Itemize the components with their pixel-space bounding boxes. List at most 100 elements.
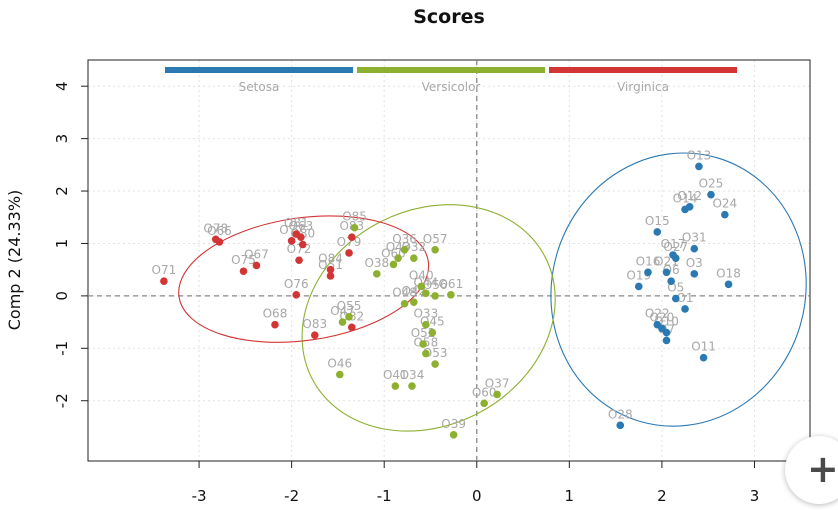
point-label: O39: [441, 417, 466, 431]
y-tick-label: 0: [53, 291, 71, 301]
data-point-setosa: [644, 268, 652, 277]
point-label: O20: [650, 310, 675, 324]
data-point-versicolor: [410, 254, 418, 262]
data-point-versicolor: [400, 299, 409, 308]
data-point-virginica: [239, 267, 248, 276]
point-label: O61: [438, 277, 463, 291]
data-point-versicolor: [493, 390, 501, 399]
x-tick-label: 0: [472, 487, 482, 505]
point-label: O41: [383, 368, 408, 382]
data-point-virginica: [348, 323, 356, 332]
data-point-virginica: [310, 331, 319, 339]
point-label: O81: [284, 216, 309, 230]
data-point-setosa: [699, 353, 708, 362]
point-label: O55: [337, 299, 362, 313]
point-label: O67: [244, 247, 269, 261]
point-label: O76: [284, 277, 309, 291]
point-label: O75: [231, 253, 256, 267]
point-label: O18: [716, 266, 741, 280]
data-point-virginica: [292, 291, 301, 299]
legend-label-versicolor: Versicolor: [422, 80, 481, 94]
confidence-ellipse-virginica: [178, 215, 430, 343]
x-tick-label: 2: [657, 487, 667, 505]
data-point-setosa: [634, 282, 643, 291]
chart-title: Scores: [413, 6, 485, 28]
point-label: O38: [364, 256, 389, 270]
data-point-versicolor: [410, 298, 418, 306]
point-label: O40: [409, 268, 434, 282]
y-tick-label: -2: [53, 393, 71, 408]
point-label: O3: [686, 256, 703, 270]
data-point-setosa: [662, 336, 671, 345]
data-point-versicolor: [394, 254, 402, 262]
point-label: O52: [411, 326, 436, 340]
data-point-setosa: [662, 268, 671, 277]
data-point-virginica: [348, 233, 356, 241]
point-label: O31: [682, 231, 707, 245]
point-label: O66: [207, 224, 232, 238]
add-button[interactable]: +: [785, 436, 838, 504]
data-point-virginica: [160, 277, 168, 286]
legend-label-setosa: Setosa: [239, 80, 280, 94]
data-point-versicolor: [431, 245, 439, 254]
data-point-setosa: [724, 280, 733, 289]
data-point-virginica: [326, 272, 335, 280]
point-label: O1: [676, 291, 693, 305]
point-label: O57: [423, 232, 448, 246]
point-label: O68: [263, 307, 288, 321]
x-tick-label: 1: [565, 487, 575, 505]
data-point-versicolor: [422, 289, 430, 298]
y-tick-label: 2: [53, 186, 71, 196]
point-label: O14: [673, 191, 698, 205]
point-label: O84: [318, 252, 343, 266]
plot-frame: [87, 59, 811, 462]
data-point-virginica: [326, 265, 335, 274]
data-point-setosa: [695, 162, 703, 171]
data-point-versicolor: [480, 399, 488, 408]
data-point-setosa: [662, 328, 671, 337]
point-label: O37: [485, 376, 510, 390]
data-point-versicolor: [422, 320, 430, 329]
point-label: O22: [645, 307, 670, 321]
data-point-versicolor: [431, 292, 439, 300]
data-point-versicolor: [335, 370, 344, 379]
legend-label-virginica: Virginica: [617, 80, 669, 94]
data-point-setosa: [707, 190, 715, 199]
legend-bar-versicolor: [357, 67, 545, 73]
data-point-versicolor: [408, 382, 416, 390]
point-label: O34: [400, 368, 425, 382]
legend-bar-setosa: [165, 67, 353, 73]
plus-icon: +: [807, 447, 838, 491]
point-label: O11: [691, 340, 716, 354]
point-label: O16: [636, 254, 661, 268]
data-point-versicolor: [391, 382, 400, 390]
point-label: O78: [203, 221, 228, 235]
data-point-versicolor: [345, 313, 353, 321]
point-label: O51: [318, 258, 343, 272]
data-point-setosa: [690, 270, 699, 278]
point-label: O12: [677, 189, 702, 203]
data-point-setosa: [721, 210, 729, 219]
data-point-versicolor: [389, 260, 398, 269]
point-label: O83: [302, 317, 327, 331]
point-label: O25: [699, 177, 724, 191]
point-label: O13: [687, 148, 712, 162]
data-point-virginica: [271, 320, 279, 329]
point-label: O33: [413, 307, 438, 321]
x-tick-label: -3: [192, 487, 207, 505]
data-point-setosa: [671, 294, 680, 303]
data-point-virginica: [297, 233, 305, 241]
data-point-versicolor: [373, 270, 381, 278]
legend-bar-virginica: [549, 67, 737, 73]
data-point-virginica: [345, 249, 353, 257]
x-tick-label: -2: [284, 487, 299, 505]
data-point-versicolor: [419, 340, 427, 348]
point-label: O27: [663, 240, 688, 254]
point-label: O36: [392, 232, 417, 246]
data-point-setosa: [616, 421, 625, 430]
point-label: O24: [712, 197, 737, 211]
data-point-setosa: [653, 228, 662, 236]
data-point-versicolor: [431, 360, 439, 368]
data-point-setosa: [667, 277, 675, 286]
